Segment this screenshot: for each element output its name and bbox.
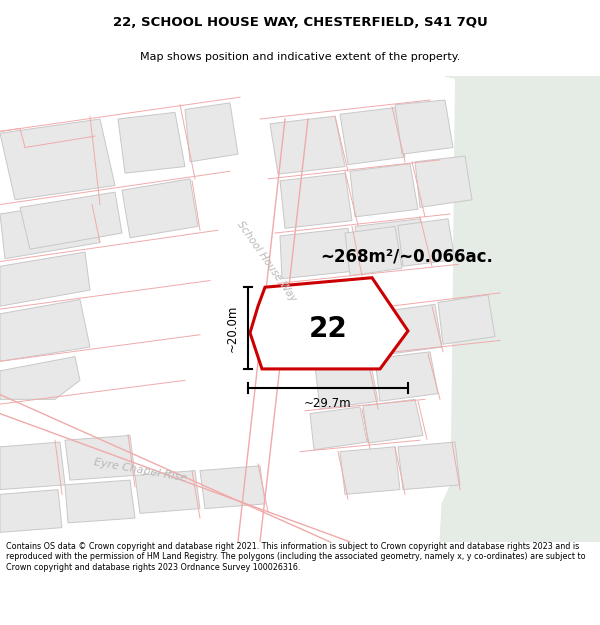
Polygon shape bbox=[350, 164, 418, 217]
Text: Contains OS data © Crown copyright and database right 2021. This information is : Contains OS data © Crown copyright and d… bbox=[6, 542, 586, 572]
Text: Map shows position and indicative extent of the property.: Map shows position and indicative extent… bbox=[140, 52, 460, 62]
Polygon shape bbox=[315, 359, 378, 409]
Polygon shape bbox=[65, 480, 135, 523]
Polygon shape bbox=[20, 192, 122, 249]
Polygon shape bbox=[0, 357, 80, 399]
Text: ~29.7m: ~29.7m bbox=[304, 397, 352, 409]
Polygon shape bbox=[0, 299, 90, 361]
Polygon shape bbox=[450, 76, 600, 542]
Polygon shape bbox=[0, 119, 115, 200]
Polygon shape bbox=[363, 399, 423, 443]
Polygon shape bbox=[310, 407, 367, 450]
Polygon shape bbox=[280, 173, 352, 228]
Polygon shape bbox=[0, 252, 90, 306]
Polygon shape bbox=[0, 442, 65, 489]
Text: ~20.0m: ~20.0m bbox=[226, 304, 239, 352]
Polygon shape bbox=[340, 107, 405, 164]
Polygon shape bbox=[0, 200, 100, 259]
Polygon shape bbox=[375, 352, 438, 401]
Polygon shape bbox=[270, 116, 345, 174]
Polygon shape bbox=[345, 226, 402, 276]
Polygon shape bbox=[200, 466, 265, 509]
Polygon shape bbox=[280, 228, 355, 279]
Polygon shape bbox=[340, 447, 400, 494]
Polygon shape bbox=[445, 76, 600, 542]
Polygon shape bbox=[250, 278, 408, 369]
Polygon shape bbox=[438, 295, 495, 344]
Polygon shape bbox=[440, 76, 600, 542]
Polygon shape bbox=[415, 156, 472, 208]
Polygon shape bbox=[0, 489, 62, 532]
Polygon shape bbox=[355, 219, 428, 269]
Polygon shape bbox=[135, 471, 200, 513]
Text: School House Way: School House Way bbox=[235, 219, 299, 304]
Polygon shape bbox=[118, 112, 185, 173]
Polygon shape bbox=[395, 100, 453, 154]
Polygon shape bbox=[380, 304, 442, 354]
Text: 22, SCHOOL HOUSE WAY, CHESTERFIELD, S41 7QU: 22, SCHOOL HOUSE WAY, CHESTERFIELD, S41 … bbox=[113, 16, 487, 29]
Text: Eyre Chapel Rise: Eyre Chapel Rise bbox=[92, 458, 187, 484]
Polygon shape bbox=[185, 103, 238, 162]
Polygon shape bbox=[398, 219, 455, 266]
Polygon shape bbox=[320, 312, 382, 361]
Polygon shape bbox=[398, 442, 460, 489]
Text: ~268m²/~0.066ac.: ~268m²/~0.066ac. bbox=[320, 248, 493, 266]
Polygon shape bbox=[122, 179, 198, 238]
Polygon shape bbox=[65, 436, 135, 480]
Text: 22: 22 bbox=[309, 316, 348, 343]
